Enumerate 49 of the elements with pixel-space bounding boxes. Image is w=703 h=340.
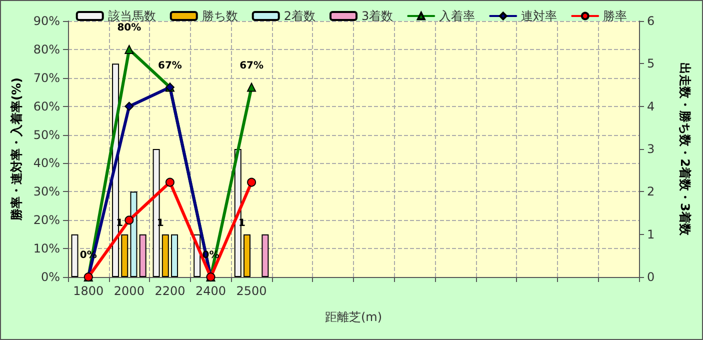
legend-label: 勝率 [603,9,628,23]
y-tick-label: 50% [33,128,60,142]
bar [152,149,160,277]
legend-label: 3着数 [362,9,394,23]
bar [162,234,169,277]
bar [139,234,146,277]
legend-label: 勝ち数 [202,9,238,23]
y2-axis-title: 出走数・勝ち数・2着数・3着数 [678,62,692,236]
y-tick-label: 40% [33,156,60,170]
y-tick-label: 80% [33,42,60,56]
legend-label: 入着率 [439,9,476,23]
point [124,216,134,225]
y2-tick-label: 3 [647,142,655,156]
data-label: 80% [117,22,142,34]
y2-tick-label: 0 [647,270,655,284]
y-tick-label: 20% [33,213,60,228]
y2-tick-label: 1 [647,227,655,242]
legend-label: 該当馬数 [108,9,156,23]
x-axis-title: 距離芝(m) [324,310,382,324]
data-label: 67% [158,60,182,72]
bar [243,234,250,277]
point [165,178,174,187]
y2-tick-label: 4 [647,99,655,114]
bar [262,234,269,277]
y2-tick-label: 6 [647,14,655,28]
y-tick-label: 30% [33,184,60,199]
y2-tick-label: 2 [647,184,655,199]
y-axis-title: 勝率・連対率・入着率(%) [9,78,24,222]
x-tick-label: 1800 [73,284,104,298]
point [247,82,256,92]
bar [121,234,128,277]
legend-label: 2着数 [284,9,316,23]
point [247,178,256,187]
y2-tick-label: 5 [647,56,655,71]
data-label: 67% [240,60,264,72]
point [124,102,134,111]
bar [71,234,78,277]
y-tick-label: 70% [33,70,60,85]
x-tick-label: 2200 [154,284,186,298]
x-tick-label: 2500 [236,284,267,298]
x-tick-label: 2400 [195,284,226,298]
legend-label: 連対率 [521,9,558,23]
y-tick-label: 10% [33,242,60,256]
y-tick-label: 60% [33,99,60,114]
y-tick-label: 90% [33,14,60,28]
y-tick-label: 0% [40,270,60,284]
x-tick-label: 2000 [114,284,144,298]
point [124,44,134,54]
bar [171,234,178,277]
